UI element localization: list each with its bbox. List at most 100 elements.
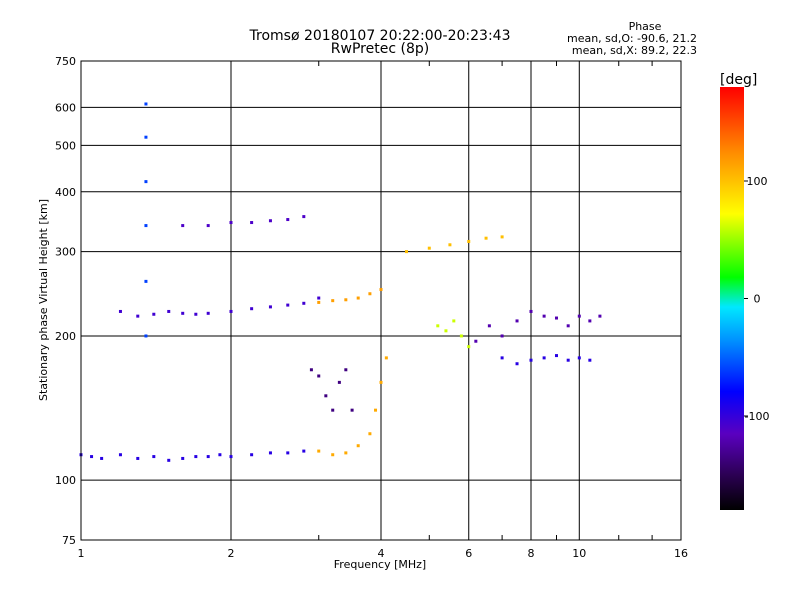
data-point <box>374 408 378 412</box>
data-point <box>144 224 148 228</box>
colorbar-tick-label: -100 <box>745 410 770 423</box>
data-point <box>118 309 122 313</box>
data-point <box>286 451 290 455</box>
data-point <box>181 224 185 228</box>
x-tick-label: 4 <box>378 547 385 560</box>
y-tick-label: 400 <box>55 186 76 199</box>
y-tick-label: 500 <box>55 139 76 152</box>
data-point <box>344 451 348 455</box>
data-point <box>350 408 354 412</box>
data-point <box>167 309 171 313</box>
colorbar-label: [deg] <box>720 72 757 88</box>
data-point <box>368 292 372 296</box>
data-point <box>542 356 546 360</box>
phase-heading: Phase <box>629 20 662 33</box>
y-tick-label: 300 <box>55 246 76 259</box>
data-point <box>229 455 233 459</box>
data-point <box>136 314 140 318</box>
data-point <box>302 215 306 219</box>
data-point <box>515 319 519 323</box>
data-point <box>144 135 148 139</box>
data-point <box>436 324 440 328</box>
data-point <box>152 455 156 459</box>
data-point <box>206 224 210 228</box>
y-axis-ticks: 75 100 200 300 400 500 600 750 <box>55 55 76 547</box>
x-axis-label: Frequency [MHz] <box>334 558 426 571</box>
data-point <box>181 456 185 460</box>
data-point <box>268 305 272 309</box>
data-point <box>588 319 592 323</box>
data-point <box>144 180 148 184</box>
data-point <box>206 455 210 459</box>
data-point <box>566 324 570 328</box>
data-point <box>317 449 321 453</box>
data-point <box>268 451 272 455</box>
data-point <box>448 243 452 247</box>
data-point <box>229 309 233 313</box>
data-point <box>309 368 313 372</box>
data-point <box>331 299 335 303</box>
phase-mean-x: mean, sd,X: 89.2, 22.3 <box>572 44 697 57</box>
x-tick-label: 8 <box>528 547 535 560</box>
data-point <box>542 314 546 318</box>
data-point <box>181 311 185 315</box>
data-point <box>152 312 156 316</box>
phase-colorbar <box>720 87 744 510</box>
data-point <box>229 221 233 225</box>
x-tick-label: 16 <box>674 547 688 560</box>
data-point <box>144 102 148 106</box>
data-point <box>268 219 272 223</box>
data-point <box>474 339 478 343</box>
data-point <box>379 380 383 384</box>
data-point <box>500 235 504 239</box>
data-point <box>344 368 348 372</box>
data-point <box>317 374 321 378</box>
data-point <box>566 358 570 362</box>
data-point <box>577 356 581 360</box>
data-point <box>250 307 254 311</box>
data-point <box>337 380 341 384</box>
data-point <box>194 312 198 316</box>
data-point <box>487 324 491 328</box>
data-point <box>302 449 306 453</box>
data-point <box>302 301 306 305</box>
data-point <box>250 453 254 457</box>
y-tick-label: 600 <box>55 101 76 114</box>
plot-frame <box>80 60 682 541</box>
chart-title: Tromsø 20180107 20:22:00-20:23:43 <box>249 28 511 44</box>
data-point <box>144 334 148 338</box>
data-point <box>598 314 602 318</box>
data-point <box>452 319 456 323</box>
y-tick-label: 200 <box>55 330 76 343</box>
data-point <box>368 432 372 436</box>
colorbar-tick-label: 100 <box>747 175 768 188</box>
data-point <box>500 356 504 360</box>
x-tick-label: 1 <box>78 547 85 560</box>
y-axis-label: Stationary phase Virtual Height [km] <box>37 199 50 401</box>
data-point <box>317 300 321 304</box>
data-point <box>344 298 348 302</box>
data-point <box>144 279 148 283</box>
data-point <box>500 334 504 338</box>
x-axis-ticks: 1 2 4 6 8 10 16 <box>78 61 688 560</box>
data-point <box>444 329 448 333</box>
data-point <box>484 236 488 240</box>
colorbar-ticks: 100 0 -100 <box>744 175 769 423</box>
data-point <box>167 458 171 462</box>
data-point <box>459 334 463 338</box>
data-point <box>286 218 290 222</box>
data-point <box>194 455 198 459</box>
data-point <box>379 288 383 292</box>
data-point <box>529 309 533 313</box>
phase-mean-o: mean, sd,O: -90.6, 21.2 <box>567 32 697 45</box>
data-point <box>331 453 335 457</box>
chart-subtitle: RwPretec (8p) <box>331 41 429 57</box>
x-tick-label: 2 <box>228 547 235 560</box>
data-point <box>467 345 471 349</box>
data-point <box>588 358 592 362</box>
data-point <box>529 358 533 362</box>
colorbar-tick-label: 0 <box>754 293 761 306</box>
data-point <box>206 311 210 315</box>
data-point <box>356 444 360 448</box>
